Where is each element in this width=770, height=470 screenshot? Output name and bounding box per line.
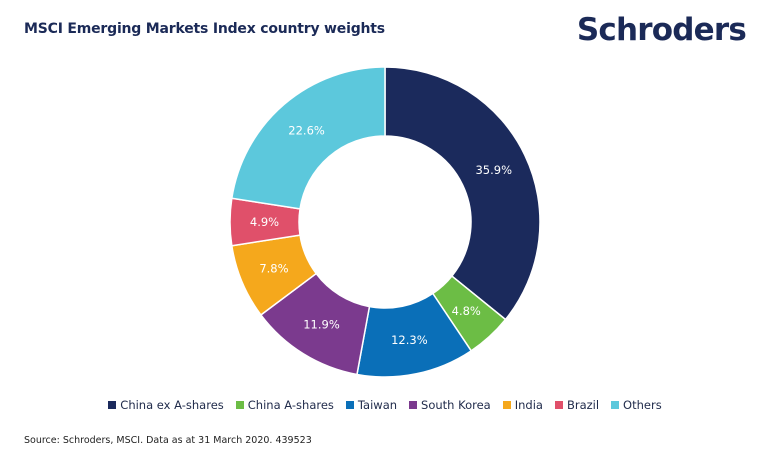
legend-label: Brazil	[566, 398, 600, 412]
legend-item-india: India	[502, 398, 543, 412]
legend-swatch	[502, 401, 511, 409]
data-label-india: 7.8%	[259, 262, 288, 276]
legend-item-south-korea: South Korea	[409, 398, 491, 412]
data-label-south-korea: 11.9%	[303, 317, 340, 331]
data-label-china-a-shares: 4.8%	[452, 304, 481, 318]
data-label-taiwan: 12.3%	[391, 333, 428, 347]
legend-swatch	[345, 401, 354, 409]
data-label-others: 22.6%	[288, 124, 325, 138]
source-note: Source: Schroders, MSCI. Data as at 31 M…	[24, 435, 312, 446]
legend-label: India	[514, 398, 543, 412]
legend-label: Others	[623, 398, 662, 412]
legend-item-brazil: Brazil	[554, 398, 600, 412]
legend-swatch	[409, 401, 418, 409]
schroders-logo: Schroders	[576, 12, 747, 48]
legend-label: Taiwan	[357, 398, 398, 412]
legend-swatch	[235, 401, 244, 409]
data-label-china-ex-a-shares: 35.9%	[475, 163, 512, 177]
legend-item-taiwan: Taiwan	[345, 398, 398, 412]
data-label-brazil: 4.9%	[250, 215, 279, 229]
legend-swatch	[108, 401, 117, 409]
legend-swatch	[554, 401, 563, 409]
chart-legend: China ex A-shares China A-shares Taiwan Sou…	[0, 398, 770, 412]
legend-swatch	[611, 401, 620, 409]
legend-item-china-a-shares: China A-shares	[235, 398, 334, 412]
legend-label: China ex A-shares	[120, 398, 224, 412]
slice-others	[230, 66, 386, 210]
legend-item-others: Others	[611, 398, 662, 412]
slice-china-ex-a-shares	[384, 66, 541, 321]
chart-title: MSCI Emerging Markets Index country weig…	[24, 21, 385, 37]
legend-label: China A-shares	[247, 398, 334, 412]
legend-item-china-ex-a-shares: China ex A-shares	[108, 398, 224, 412]
legend-label: South Korea	[421, 398, 491, 412]
